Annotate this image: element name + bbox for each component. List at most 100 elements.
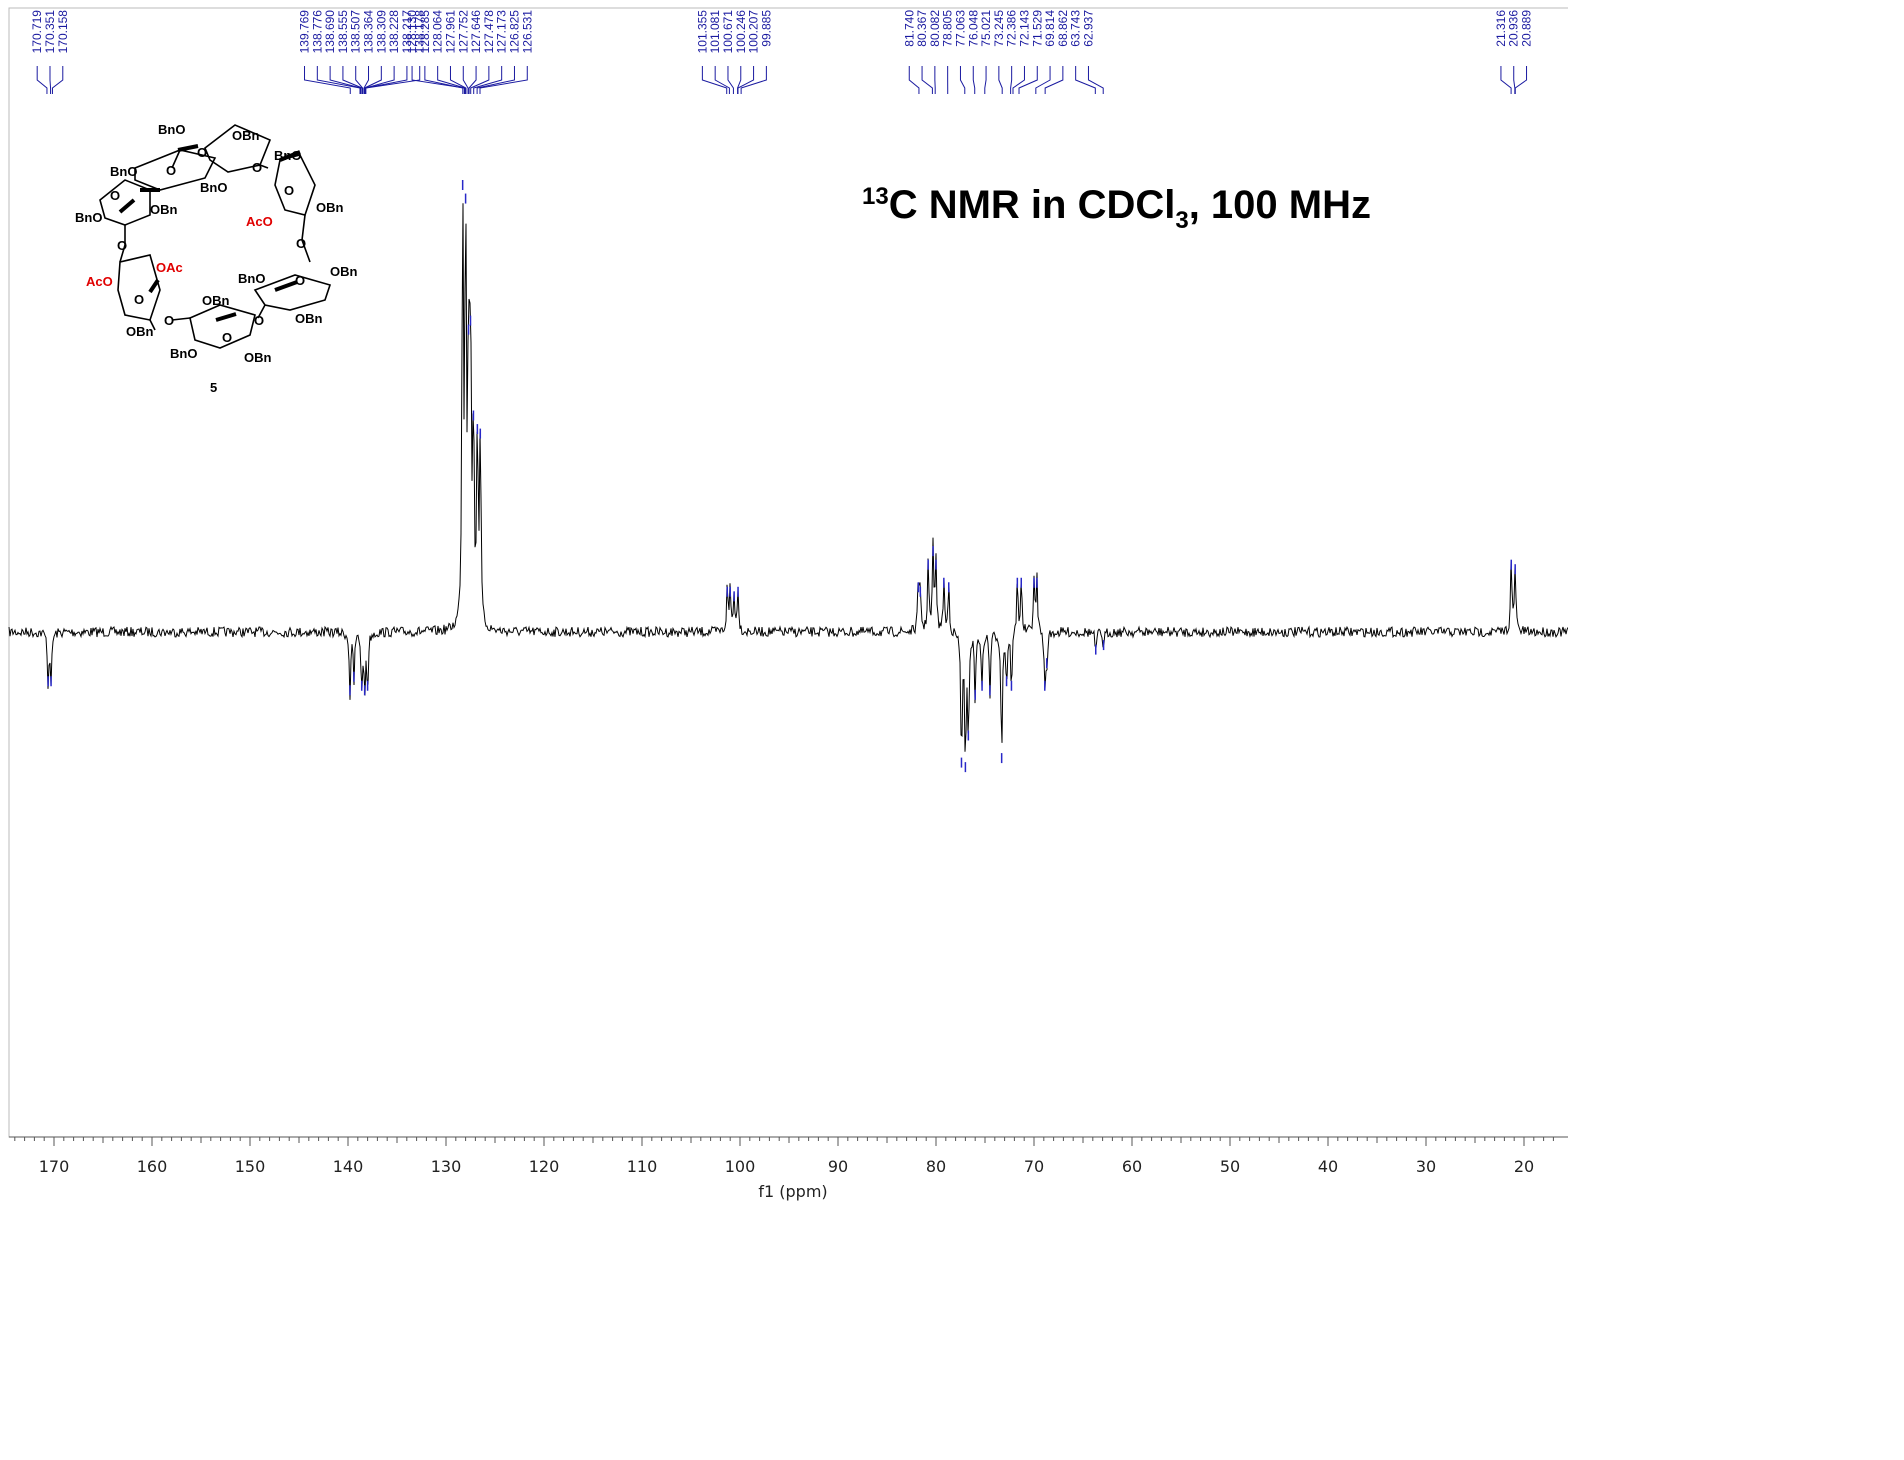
peak-label-connector — [437, 66, 466, 94]
x-tick-label: 160 — [137, 1157, 168, 1176]
mol-label-bno: BnO — [158, 122, 185, 137]
x-axis-ticks: 170 160 150 140 130 120 110 100 90 80 70 60 50 40 30 20 — [14, 1137, 1554, 1176]
chart-title-main: C NMR in CDCl — [889, 183, 1176, 227]
peak-label: 21.316 — [1494, 10, 1508, 47]
peak-label-connector — [727, 66, 734, 94]
peak-label-connector — [476, 66, 515, 94]
compound-number: 5 — [210, 380, 217, 395]
peak-label-connector — [972, 66, 976, 94]
mol-label-o: O — [254, 313, 264, 328]
peak-label: 138.555 — [336, 10, 350, 54]
peak-label: 127.752 — [456, 10, 470, 54]
mol-label-obn: OBn — [232, 128, 260, 143]
peak-label: 73.245 — [992, 10, 1006, 47]
x-tick-label: 60 — [1122, 1157, 1142, 1176]
peak-label: 128.285 — [418, 10, 432, 54]
peak-label-connector — [51, 66, 64, 94]
peak-label-connector — [1514, 66, 1528, 94]
x-tick-label: 120 — [529, 1157, 560, 1176]
peak-label-connector — [365, 66, 421, 94]
peak-label-connector — [714, 66, 730, 94]
peak-label: 127.173 — [495, 10, 509, 54]
peak-label: 138.690 — [323, 10, 337, 54]
chart-title: 13C NMR in CDCl3, 100 MHz — [862, 183, 1371, 234]
peak-label-connector — [470, 66, 490, 94]
peak-label: 78.805 — [941, 10, 955, 47]
peak-label: 170.351 — [43, 10, 57, 54]
mol-label-obn: OBn — [244, 350, 272, 365]
peak-label-connector — [473, 66, 503, 94]
mol-label-o: O — [117, 238, 127, 253]
peak-label-connector — [1010, 66, 1013, 94]
mol-label-bno: BnO — [238, 271, 265, 286]
mol-label-o: O — [164, 313, 174, 328]
x-tick-label: 170 — [39, 1157, 70, 1176]
peak-label-connector — [908, 66, 920, 94]
x-tick-label: 100 — [725, 1157, 756, 1176]
peak-label: 138.217 — [400, 10, 414, 54]
peak-label: 68.862 — [1056, 10, 1070, 47]
peak-label: 170.158 — [56, 10, 70, 54]
mol-label-bno: BnO — [110, 164, 137, 179]
peak-label-connector — [740, 66, 767, 94]
plot-frame — [8, 7, 1568, 1138]
peak-label: 126.825 — [507, 10, 521, 54]
peak-label-connector — [411, 66, 465, 94]
peak-label-connector — [342, 66, 363, 94]
mol-label-o: O — [284, 183, 294, 198]
spectrum-trace — [8, 203, 1568, 752]
peak-label-connector — [737, 66, 755, 94]
peak-label-connector — [364, 66, 395, 94]
peak-label-connector — [1018, 66, 1038, 94]
mol-label-obn: OBn — [316, 200, 344, 215]
mol-label-bno: BnO — [170, 346, 197, 361]
peak-label-connector — [479, 66, 528, 94]
peak-label: 69.814 — [1043, 10, 1057, 47]
mol-label-oac: OAc — [156, 260, 183, 275]
peak-label: 138.507 — [349, 10, 363, 54]
mol-label-bno: BnO — [75, 210, 102, 225]
peak-label: 128.130 — [405, 10, 419, 54]
peak-label: 99.885 — [759, 10, 773, 47]
peak-label-connector — [984, 66, 987, 94]
peak-label-connector — [462, 66, 469, 94]
peak-label: 100.671 — [721, 10, 735, 54]
mol-label-obn: OBn — [150, 202, 178, 217]
peak-label-connector — [364, 66, 408, 94]
peak-label: 100.246 — [734, 10, 748, 54]
peak-label: 138.178 — [413, 10, 427, 54]
chart-title-superscript: 13 — [862, 183, 889, 210]
peak-label: 138.364 — [362, 10, 376, 54]
molecule-labels: BnO OBn O O O BnO BnO BnO O OBn OBn BnO … — [75, 122, 358, 395]
x-tick-label: 110 — [627, 1157, 658, 1176]
mol-label-bno: BnO — [200, 180, 227, 195]
x-tick-label: 80 — [926, 1157, 946, 1176]
peak-label-connector — [449, 66, 467, 94]
peak-label: 75.021 — [979, 10, 993, 47]
x-tick-label: 50 — [1220, 1157, 1240, 1176]
peak-label-connector — [1500, 66, 1512, 94]
mol-label-obn: OBn — [295, 311, 323, 326]
peak-label: 170.719 — [30, 10, 44, 54]
x-tick-label: 40 — [1318, 1157, 1338, 1176]
peak-label: 62.937 — [1081, 10, 1095, 47]
peak-label: 127.646 — [469, 10, 483, 54]
peak-label: 20.936 — [1507, 10, 1521, 47]
peak-label-connector — [1035, 66, 1051, 94]
peak-label: 63.743 — [1069, 10, 1083, 47]
peak-label: 100.207 — [747, 10, 761, 54]
peak-label: 128.064 — [431, 10, 445, 54]
peak-label-connector — [1087, 66, 1104, 94]
peak-label-connector — [329, 66, 362, 94]
peak-label-connector — [959, 66, 966, 94]
peak-label-connector — [1075, 66, 1096, 94]
mol-label-o: O — [252, 160, 262, 175]
peak-label: 139.769 — [298, 10, 312, 54]
mol-label-o: O — [296, 236, 306, 251]
peak-label: 101.355 — [695, 10, 709, 54]
peak-label: 101.081 — [708, 10, 722, 54]
x-tick-label: 150 — [235, 1157, 266, 1176]
peak-label-connector — [468, 66, 477, 94]
peak-label-connector — [1044, 66, 1064, 94]
